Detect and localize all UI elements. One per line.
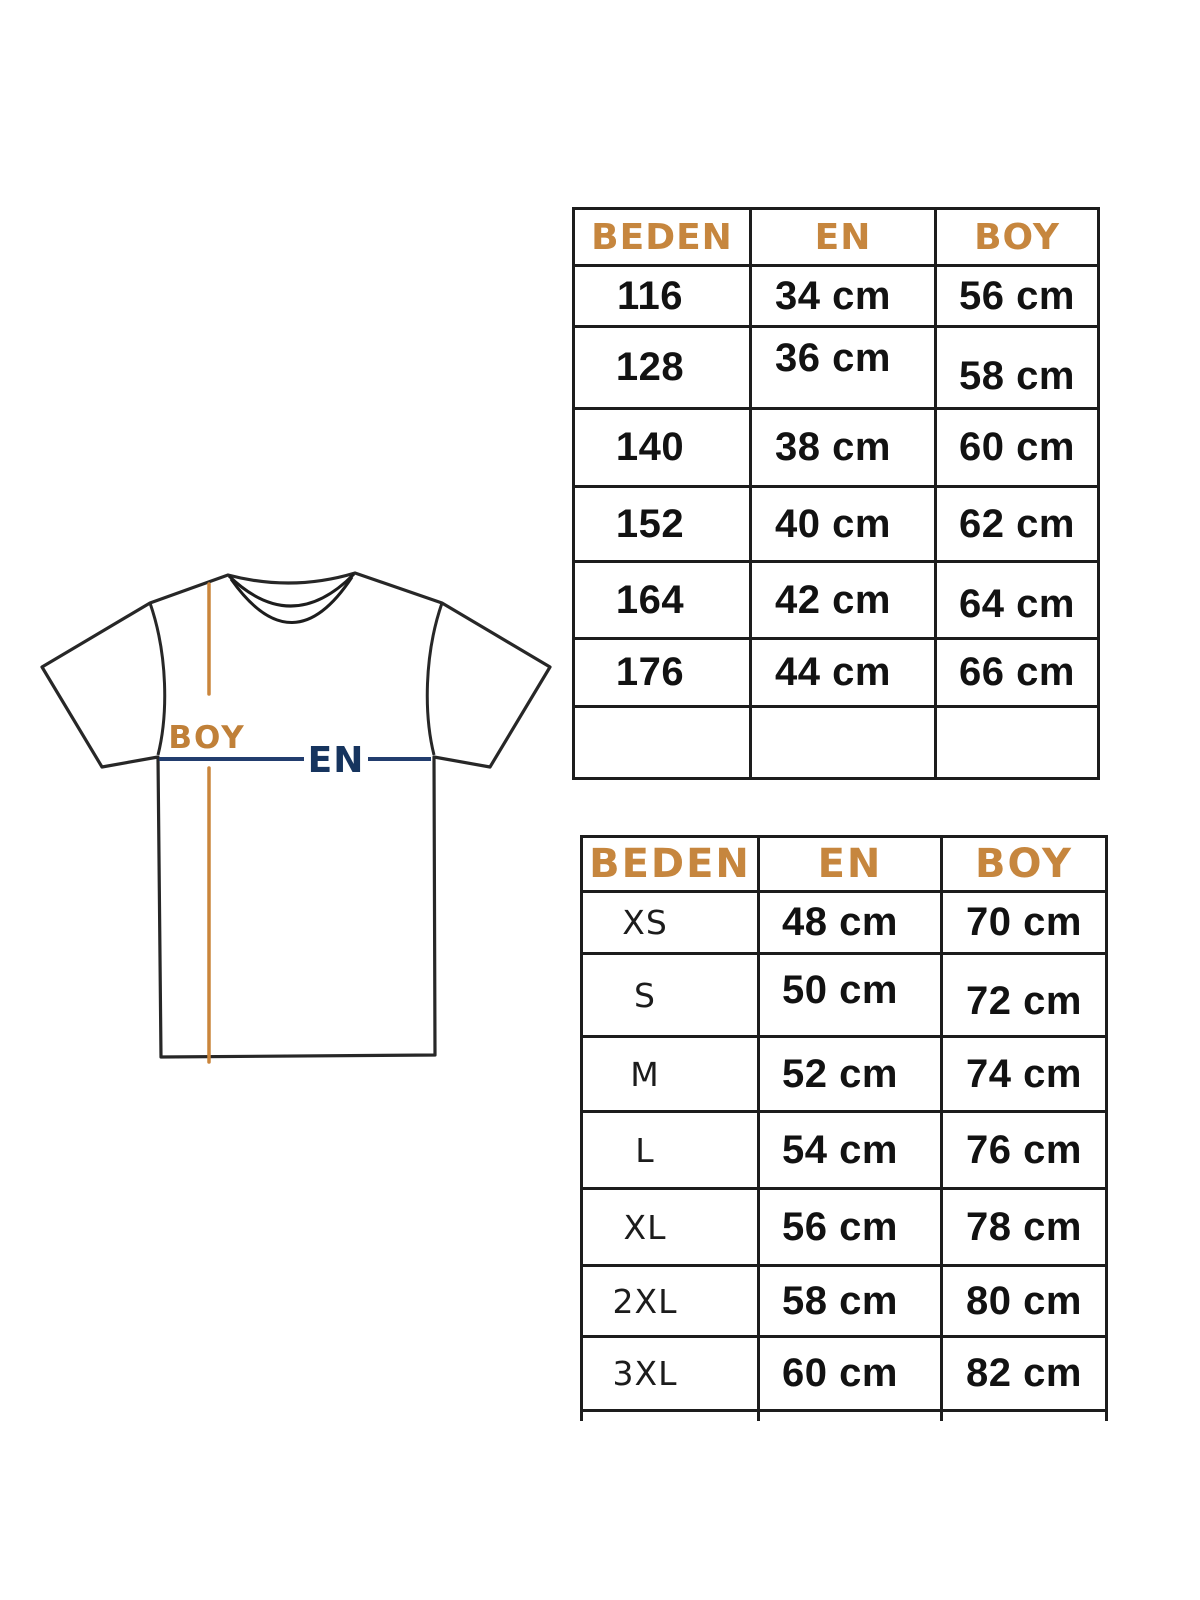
width-cell: 40 cm bbox=[752, 488, 937, 563]
right-armhole-seam bbox=[425, 602, 444, 756]
width-cell bbox=[752, 708, 937, 780]
length-cell: 62 cm bbox=[937, 488, 1100, 563]
length-label: BOY bbox=[168, 720, 245, 756]
width-cell: 48 cm bbox=[760, 893, 943, 955]
width-cell: 60 cm bbox=[760, 1338, 943, 1412]
width-cell: 36 cm bbox=[752, 328, 937, 410]
size-table-kids: BEDEN EN BOY 116 34 cm 56 cm 128 36 cm 5… bbox=[572, 207, 1100, 780]
length-cell: 66 cm bbox=[937, 640, 1100, 708]
width-cell: 54 cm bbox=[760, 1113, 943, 1190]
size-cell: 176 bbox=[575, 640, 752, 708]
length-cell: 56 cm bbox=[937, 267, 1100, 328]
size-cell: 116 bbox=[575, 267, 752, 328]
width-cell: 42 cm bbox=[752, 563, 937, 640]
width-cell: 52 cm bbox=[760, 1038, 943, 1113]
length-cell: 70 cm bbox=[943, 893, 1108, 955]
size-cell: S bbox=[583, 955, 760, 1038]
size-cell: 2XL bbox=[583, 1267, 760, 1338]
size-cell: XS bbox=[583, 893, 760, 955]
tshirt-diagram: BOY EN bbox=[40, 571, 552, 1064]
length-cell: 64 cm bbox=[937, 563, 1100, 640]
cutoff-grid-line bbox=[940, 1412, 943, 1421]
size-cell: 128 bbox=[575, 328, 752, 410]
width-label: EN bbox=[308, 740, 365, 781]
size-cell: M bbox=[583, 1038, 760, 1113]
size-cell: L bbox=[583, 1113, 760, 1190]
width-cell: 38 cm bbox=[752, 410, 937, 488]
collar-band-outer-line bbox=[227, 572, 356, 608]
size-cell: 164 bbox=[575, 563, 752, 640]
size-cell: 152 bbox=[575, 488, 752, 563]
length-cell: 76 cm bbox=[943, 1113, 1108, 1190]
length-cell: 58 cm bbox=[937, 328, 1100, 410]
header-beden: BEDEN bbox=[575, 210, 752, 267]
size-table-adults: BEDEN EN BOY XS 48 cm 70 cm S 50 cm 72 c… bbox=[580, 835, 1108, 1421]
size-cell: XL bbox=[583, 1190, 760, 1267]
length-cell: 78 cm bbox=[943, 1190, 1108, 1267]
header-beden: BEDEN bbox=[583, 838, 760, 893]
width-cell: 44 cm bbox=[752, 640, 937, 708]
cutoff-grid-line bbox=[1105, 1412, 1108, 1421]
length-cell bbox=[937, 708, 1100, 780]
length-cell: 74 cm bbox=[943, 1038, 1108, 1113]
cutoff-grid-line bbox=[757, 1412, 760, 1421]
header-boy: BOY bbox=[943, 838, 1108, 893]
width-cell: 56 cm bbox=[760, 1190, 943, 1267]
width-cell: 50 cm bbox=[760, 955, 943, 1038]
tshirt-outline bbox=[40, 571, 552, 1059]
size-cell bbox=[575, 708, 752, 780]
header-boy: BOY bbox=[937, 210, 1100, 267]
header-en: EN bbox=[752, 210, 937, 267]
cutoff-grid-line bbox=[580, 1412, 583, 1421]
left-armhole-seam bbox=[148, 602, 167, 756]
width-cell: 58 cm bbox=[760, 1267, 943, 1338]
length-cell: 82 cm bbox=[943, 1338, 1108, 1412]
size-cell: 140 bbox=[575, 410, 752, 488]
header-en: EN bbox=[760, 838, 943, 893]
width-cell: 34 cm bbox=[752, 267, 937, 328]
length-cell: 80 cm bbox=[943, 1267, 1108, 1338]
size-cell: 3XL bbox=[583, 1338, 760, 1412]
length-cell: 60 cm bbox=[937, 410, 1100, 488]
collar-band-inner-line bbox=[229, 576, 354, 624]
length-cell: 72 cm bbox=[943, 955, 1108, 1038]
